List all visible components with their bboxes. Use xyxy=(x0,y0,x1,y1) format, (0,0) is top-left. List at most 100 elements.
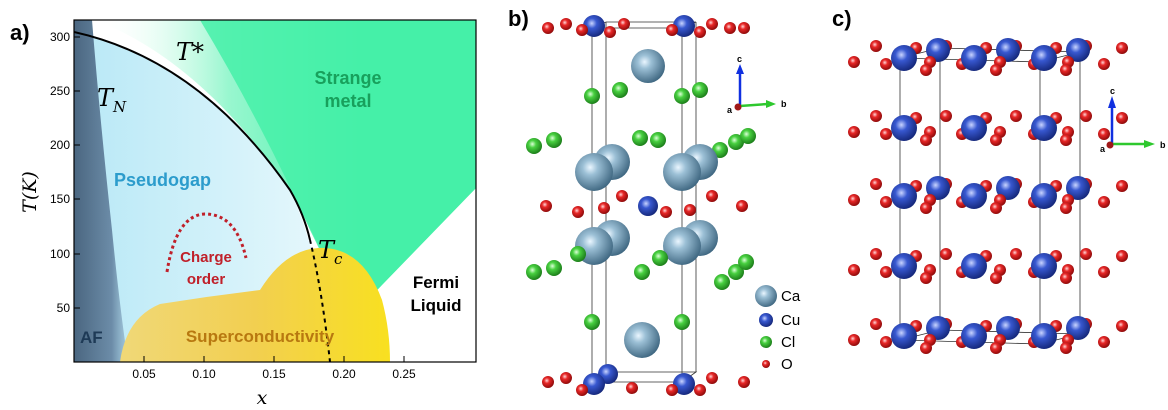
x-tick-label: 0.25 xyxy=(392,367,416,381)
y-tick-label: 100 xyxy=(50,247,70,261)
atom-cl xyxy=(526,264,542,280)
legend-cl-swatch xyxy=(760,336,772,348)
panel-c-label: c) xyxy=(832,6,852,31)
atom-o xyxy=(920,202,932,214)
atom-o xyxy=(920,134,932,146)
atom-cl xyxy=(674,88,690,104)
superconductivity-label: Superconductivity xyxy=(186,327,335,346)
atom-o xyxy=(920,342,932,354)
atom-o xyxy=(1060,202,1072,214)
atom-o xyxy=(560,18,572,30)
legend-o-label: O xyxy=(781,356,793,373)
atom-cl xyxy=(692,82,708,98)
atom-o xyxy=(1116,180,1128,192)
atom-cu xyxy=(961,253,987,279)
atom-cl xyxy=(714,274,730,290)
y-tick-label: 300 xyxy=(50,30,70,44)
y-tick-label: 200 xyxy=(50,138,70,152)
atom-o xyxy=(576,384,588,396)
atom-o xyxy=(990,272,1002,284)
atom-cu xyxy=(996,176,1020,200)
atom-cu xyxy=(1031,323,1057,349)
axis-c-label: c xyxy=(737,54,742,64)
af-label: AF xyxy=(80,328,103,347)
atom-o xyxy=(540,200,552,212)
atom-cl xyxy=(728,134,744,150)
panel-b-label: b) xyxy=(508,6,529,31)
atom-cu xyxy=(891,45,917,71)
y-axis-title: T(K) xyxy=(19,171,41,213)
legend-ca-label: Ca xyxy=(781,288,801,305)
fermi-liquid-label-line1: Fermi xyxy=(413,273,459,292)
plot-frame xyxy=(73,19,477,363)
atom-cl xyxy=(546,132,562,148)
atom-cu xyxy=(891,183,917,209)
atom-ca xyxy=(631,49,665,83)
atom-cu xyxy=(926,38,950,62)
t-star-label: T* xyxy=(176,38,204,66)
atom-cu xyxy=(1066,316,1090,340)
atom-o xyxy=(990,134,1002,146)
atom-o xyxy=(940,110,952,122)
atom-cl xyxy=(674,314,690,330)
atom-cu xyxy=(1066,38,1090,62)
atom-o xyxy=(626,382,638,394)
atom-cu xyxy=(926,176,950,200)
t-star-extrapolation xyxy=(309,239,331,362)
atom-o xyxy=(1060,272,1072,284)
y-tick-label: 50 xyxy=(57,301,71,315)
atom-o xyxy=(694,26,706,38)
atom-o xyxy=(1010,248,1022,260)
atom-cu xyxy=(1066,176,1090,200)
axis-a-label: a xyxy=(1100,144,1106,154)
pseudogap-label: Pseudogap xyxy=(114,170,211,190)
legend-cu-swatch xyxy=(759,313,773,327)
atom-o xyxy=(1060,64,1072,76)
superconductivity-region xyxy=(120,247,390,362)
atom-o xyxy=(738,376,750,388)
legend-ca-swatch xyxy=(755,285,777,307)
atom-ca xyxy=(624,322,660,358)
atom-cl xyxy=(570,246,586,262)
atom-cl xyxy=(740,128,756,144)
t-n-subscript: N xyxy=(112,98,127,116)
atom-cu xyxy=(638,196,658,216)
atom-o xyxy=(572,206,584,218)
legend-o-swatch xyxy=(762,360,770,368)
atom-cu xyxy=(1031,183,1057,209)
atom-o xyxy=(1060,342,1072,354)
atom-cl xyxy=(584,314,600,330)
atom-o xyxy=(1080,248,1092,260)
atom-cu xyxy=(583,373,605,395)
atom-o xyxy=(660,206,672,218)
x-tick-label: 0.10 xyxy=(192,367,216,381)
atom-cl xyxy=(650,132,666,148)
x-axis-title: x xyxy=(257,387,268,409)
fermi-liquid-label-line2: Liquid xyxy=(411,296,462,315)
atom-o xyxy=(848,126,860,138)
atom-cu xyxy=(673,373,695,395)
atom-cu xyxy=(673,15,695,37)
atom-cu xyxy=(891,323,917,349)
atom-cu xyxy=(891,253,917,279)
atom-o xyxy=(706,372,718,384)
atom-o xyxy=(870,318,882,330)
phase-diagram-regions xyxy=(74,20,476,362)
charge-order-curve xyxy=(165,212,248,273)
atom-o xyxy=(694,384,706,396)
atom-o xyxy=(1098,266,1110,278)
atom-ca xyxy=(575,153,613,191)
structure-b-axes-indicator: c a b xyxy=(727,54,787,115)
atom-legend: Ca Cu Cl O xyxy=(755,285,801,373)
atom-o xyxy=(880,336,892,348)
atom-o xyxy=(880,266,892,278)
atom-o xyxy=(1098,336,1110,348)
atom-o xyxy=(990,64,1002,76)
t-c-subscript: c xyxy=(334,250,343,268)
atom-cu xyxy=(583,15,605,37)
atom-cl xyxy=(546,260,562,276)
panel-a-label: a) xyxy=(10,20,30,45)
atom-o xyxy=(1116,112,1128,124)
atom-o xyxy=(848,194,860,206)
